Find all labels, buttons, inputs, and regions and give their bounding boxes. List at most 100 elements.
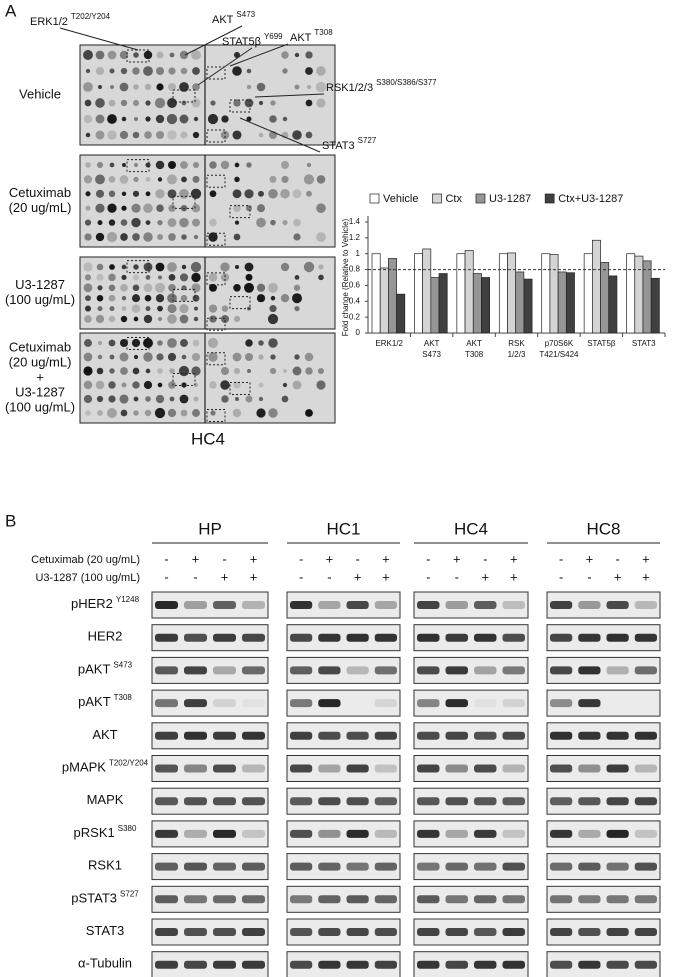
array-spot (143, 66, 153, 76)
blot-band (550, 731, 573, 740)
array-spot (145, 368, 151, 374)
array-spot (96, 161, 104, 169)
array-spot (256, 82, 266, 92)
array-spot (244, 98, 254, 108)
bar (507, 252, 517, 334)
array-spot (179, 314, 189, 324)
array-spot (246, 116, 252, 122)
blot-band (346, 862, 369, 871)
array-spot (155, 66, 165, 76)
array-spot (83, 394, 93, 404)
bar (557, 271, 567, 334)
label: pAKT T308 (78, 693, 132, 709)
array-spot (121, 306, 127, 312)
blot-band (213, 829, 236, 838)
label: pMAPK T202/Y204 (62, 759, 149, 775)
treatment-sign: - (615, 551, 619, 566)
array-spot (96, 263, 104, 271)
array-spot (192, 175, 200, 183)
array-spot (220, 130, 230, 140)
treatment-sign: + (382, 551, 390, 566)
blot-band (550, 960, 573, 969)
array-spot (121, 264, 127, 270)
x-tick-label: AKT (424, 339, 440, 348)
array-spot (84, 99, 92, 107)
label: pSTAT3 S727 (71, 889, 139, 905)
blot-band (346, 829, 369, 838)
bar (650, 277, 660, 334)
label-name: ERK1/2 (30, 16, 68, 28)
array-spot (155, 130, 165, 140)
blot-band (242, 764, 265, 773)
blot-band (578, 601, 601, 609)
array-spot (143, 380, 153, 390)
blot-band (502, 731, 525, 740)
array-spot (233, 99, 241, 107)
array-spot (209, 315, 217, 323)
blot-band (445, 928, 468, 936)
spot-highlight (229, 382, 251, 395)
label: pHER2 Y1248 (71, 595, 140, 611)
blot-band (290, 601, 313, 609)
array-spot (281, 51, 289, 59)
array-spot (306, 84, 312, 90)
array-spot (108, 190, 116, 198)
blot-band (213, 764, 236, 773)
array-spot (143, 262, 153, 272)
x-tick-label: ERK1/2 (375, 339, 403, 348)
treatment-sign: + (326, 551, 334, 566)
blot-band (502, 699, 525, 708)
array-spot (281, 395, 289, 403)
blot-band (184, 633, 207, 642)
treatment-sign: - (483, 551, 487, 566)
label: pRSK1 S380 (74, 824, 137, 840)
array-spot (131, 304, 141, 313)
array-spot (85, 191, 91, 197)
array-spot (179, 82, 189, 92)
array-spot (83, 175, 93, 184)
blot-band (155, 764, 178, 773)
label-name: pAKT (78, 695, 111, 710)
array-spot (144, 131, 152, 139)
blot-band (213, 699, 236, 708)
blot-band (290, 633, 313, 642)
blot-band (502, 960, 525, 969)
blot-band (318, 928, 341, 936)
blot-band (290, 731, 313, 740)
array-spot (293, 284, 301, 291)
array-spot (305, 131, 313, 139)
array-spot (318, 264, 324, 270)
blot-band (242, 829, 265, 838)
blot-band (502, 666, 525, 675)
cell-line-label: HC4 (454, 519, 488, 538)
array-spot (258, 382, 264, 388)
array-spot (154, 97, 166, 109)
blot-band (374, 960, 397, 969)
array-spot (83, 114, 93, 124)
spot-highlight (206, 272, 226, 286)
array-spot (157, 219, 163, 226)
treatment-sign: - (559, 569, 563, 584)
legend-swatch (369, 193, 380, 204)
array-spot (210, 100, 216, 106)
array-spot (190, 261, 202, 273)
blot-band (578, 895, 601, 904)
array-spot (133, 264, 139, 270)
treatment-sign: - (426, 569, 430, 584)
array-spot (180, 339, 188, 347)
blot-band (445, 764, 468, 773)
array-spot (132, 233, 140, 241)
treatment-sign: - (164, 569, 168, 584)
spot-highlight (172, 373, 196, 386)
blot-band (417, 731, 440, 740)
blot-band (318, 633, 341, 642)
blot-band (184, 601, 207, 609)
y-tick-label: 0.6 (349, 281, 361, 290)
array-spot (233, 367, 241, 375)
array-spot (258, 340, 264, 346)
array-spot (220, 314, 230, 324)
bar (523, 278, 533, 334)
legend-swatch (432, 193, 442, 204)
blot-band (155, 666, 178, 675)
